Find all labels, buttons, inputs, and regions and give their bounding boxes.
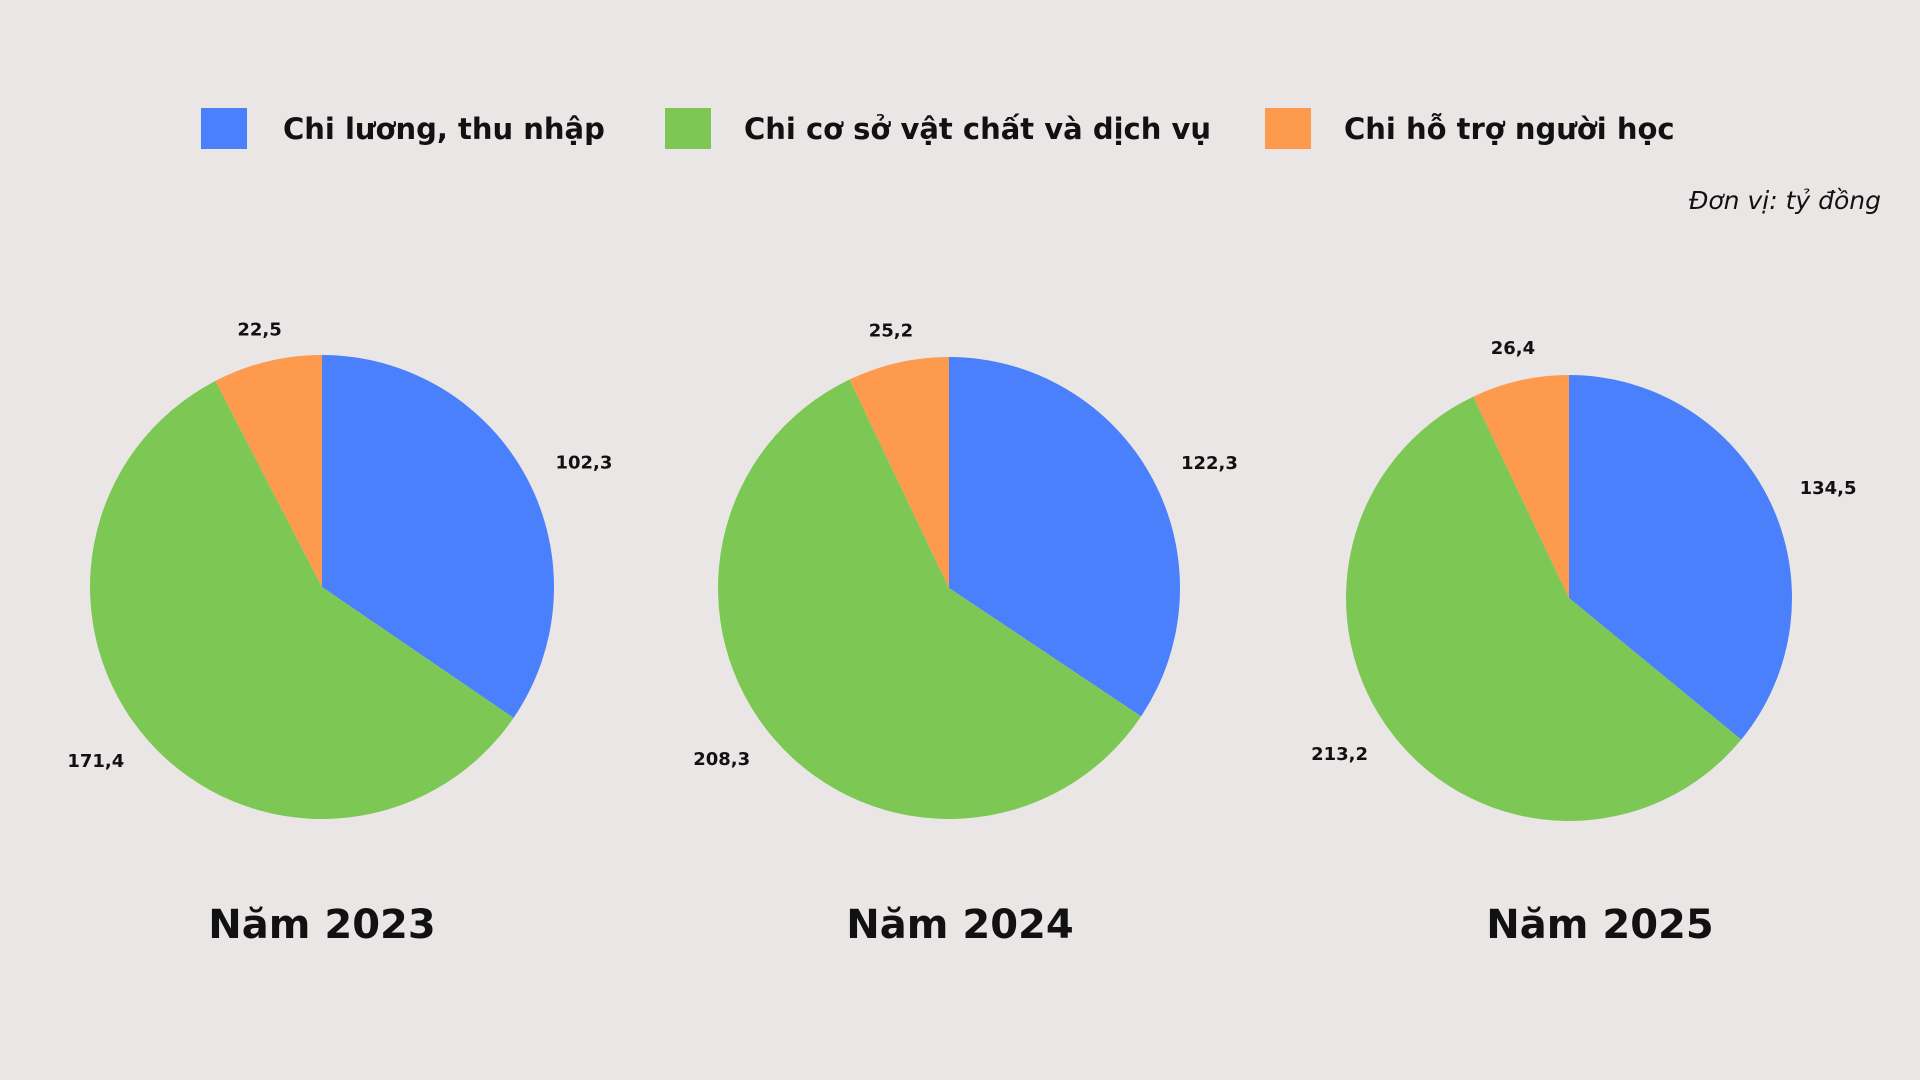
legend-label: Chi cơ sở vật chất và dịch vụ	[744, 112, 1211, 146]
pie-slice	[90, 380, 514, 819]
unit-note: Đơn vị: tỷ đồng	[1689, 186, 1881, 215]
pie-slice	[215, 355, 322, 587]
value-label: 122,3	[1181, 453, 1238, 474]
legend-swatch	[665, 108, 711, 149]
pie-slice	[1569, 375, 1793, 740]
value-label: 22,5	[237, 319, 281, 340]
value-label: 102,3	[555, 453, 612, 474]
value-label: 213,2	[1311, 744, 1368, 765]
value-label: 171,4	[67, 751, 124, 772]
legend-swatch	[1265, 108, 1311, 149]
value-label: 26,4	[1491, 338, 1535, 359]
value-label: 134,5	[1800, 478, 1857, 499]
legend-label: Chi hỗ trợ người học	[1344, 112, 1675, 146]
pie-slice	[849, 357, 949, 588]
pie-slice	[717, 379, 1142, 820]
legend-label: Chi lương, thu nhập	[283, 112, 605, 146]
chart-title: Năm 2025	[1486, 902, 1713, 948]
legend-swatch	[201, 108, 247, 149]
value-label: 208,3	[693, 749, 750, 770]
value-label: 25,2	[869, 320, 913, 341]
chart-title: Năm 2024	[846, 902, 1073, 948]
chart-title: Năm 2023	[208, 902, 435, 948]
pie-slice	[1473, 375, 1569, 598]
pie-slice	[322, 355, 555, 718]
pie-slice	[949, 357, 1181, 717]
pie-slice	[1346, 396, 1742, 821]
